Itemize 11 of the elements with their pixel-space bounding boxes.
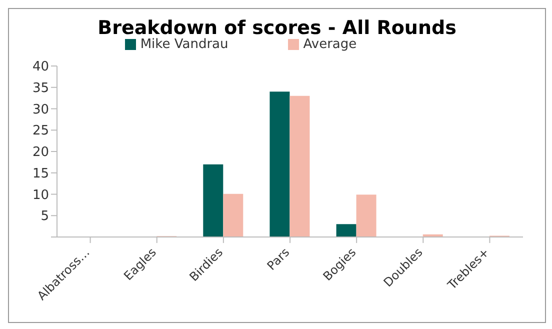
y-tick-label: 15 [32, 166, 49, 182]
legend-label: Average [303, 37, 357, 52]
y-tick-label: 25 [32, 124, 49, 139]
y-tick-label: 30 [32, 102, 49, 118]
y-tick-label: 35 [32, 80, 49, 96]
legend-label: Mike Vandrau [140, 37, 228, 52]
y-tick-label: 20 [32, 145, 49, 160]
y-tick-label: 40 [32, 60, 49, 75]
y-tick-label: 5 [40, 209, 49, 224]
y-tick-label: 10 [32, 188, 49, 203]
chart-title: Breakdown of scores - All Rounds [96, 17, 458, 39]
